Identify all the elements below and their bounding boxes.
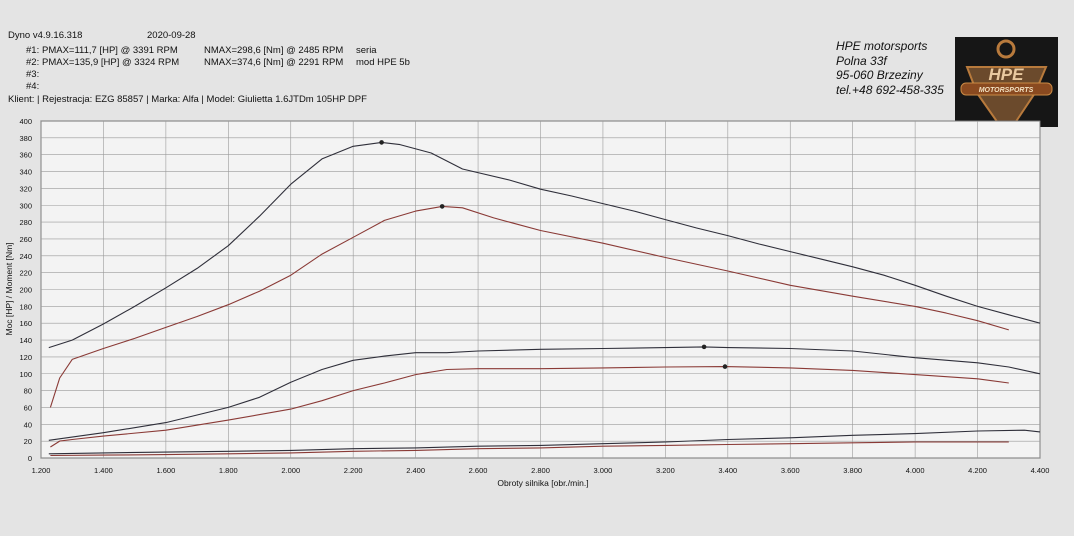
max-marker [701, 344, 707, 350]
x-tick-label: 3.800 [843, 466, 862, 475]
y-tick-label: 80 [24, 387, 32, 396]
max-marker [379, 140, 384, 145]
y-tick-label: 280 [19, 218, 32, 227]
x-tick-label: 2.600 [469, 466, 488, 475]
x-ticks: 1.200 1.400 1.600 1.800 2.000 2.200 2.400 2.600… [32, 466, 1050, 475]
y-tick-label: 400 [19, 117, 32, 126]
y-tick-label: 180 [19, 302, 32, 311]
y-tick-label: 340 [19, 168, 32, 177]
y-ticks: 0 20 40 60 80 100 120 140 160 180 200 220 240 260 280 3… [19, 117, 32, 463]
company-logo: HPE MOTORSPORTS [955, 37, 1058, 127]
chart-markers [379, 140, 728, 369]
x-tick-label: 2.200 [344, 466, 363, 475]
x-tick-label: 2.400 [406, 466, 425, 475]
x-tick-label: 4.200 [968, 466, 987, 475]
y-tick-label: 20 [24, 437, 32, 446]
y-tick-label: 40 [24, 420, 32, 429]
run-2-name: mod HPE 5b [356, 57, 410, 68]
x-tick-label: 4.000 [906, 466, 925, 475]
run-3-label: #3: [26, 69, 40, 80]
run-1-nmax: NMAX=298,6 [Nm] @ 2485 RPM [204, 45, 344, 56]
y-tick-label: 100 [19, 370, 32, 379]
y-tick-label: 200 [19, 286, 32, 295]
x-tick-label: 1.200 [32, 466, 51, 475]
y-tick-label: 240 [19, 252, 32, 261]
y-tick-label: 120 [19, 353, 32, 362]
software-version: Dyno v4.9.16.318 [8, 30, 83, 41]
y-tick-label: 260 [19, 235, 32, 244]
logo-graphic: HPE MOTORSPORTS [960, 39, 1053, 124]
x-tick-label: 3.600 [781, 466, 800, 475]
run-2-pmax: PMAX=135,9 [HP] @ 3324 RPM [42, 57, 180, 68]
x-tick-label: 2.800 [531, 466, 550, 475]
logo-subtext: MOTORSPORTS [979, 87, 1034, 94]
company-name: HPE motorsports [836, 39, 928, 53]
run-1-name: seria [356, 45, 377, 56]
y-tick-label: 320 [19, 184, 32, 193]
test-date: 2020-09-28 [147, 30, 196, 41]
x-tick-label: 1.400 [94, 466, 113, 475]
company-info: HPE motorsports Polna 33f 95-060 Brzezin… [836, 39, 944, 97]
x-tick-label: 3.200 [656, 466, 675, 475]
x-tick-label: 2.000 [281, 466, 300, 475]
series-line-2 [48, 346, 1041, 441]
y-tick-label: 60 [24, 403, 32, 412]
y-tick-label: 160 [19, 319, 32, 328]
chart-grid [40, 120, 1041, 459]
run-2-label: #2: [26, 57, 40, 68]
run-4-label: #4: [26, 81, 40, 92]
company-street: Polna 33f [836, 53, 887, 68]
x-tick-label: 1.600 [156, 466, 175, 475]
y-tick-label: 220 [19, 269, 32, 278]
series-line-4 [48, 429, 1041, 455]
max-marker [722, 364, 728, 369]
series-line-1 [49, 205, 1009, 408]
client-info: Klient: | Rejestracja: EZG 85857 | Marka… [8, 94, 367, 105]
series-line-5 [50, 441, 1009, 457]
y-tick-label: 0 [28, 454, 32, 463]
y-tick-label: 140 [19, 336, 32, 345]
x-axis-label: Obroty silnika [obr./min.] [497, 478, 588, 488]
y-axis-label: Moc [HP] / Moment [Nm] [4, 242, 14, 335]
x-tick-label: 3.400 [718, 466, 737, 475]
chart-series [48, 141, 1041, 457]
company-city: 95-060 Brzeziny [836, 68, 923, 82]
run-2-nmax: NMAX=374,6 [Nm] @ 2291 RPM [204, 57, 344, 68]
y-tick-label: 300 [19, 201, 32, 210]
series-line-3 [50, 366, 1009, 448]
x-tick-label: 3.000 [594, 466, 613, 475]
y-tick-label: 360 [19, 151, 32, 160]
x-tick-label: 1.800 [219, 466, 238, 475]
logo-text: HPE [989, 65, 1025, 84]
series-line-0 [48, 141, 1041, 349]
y-tick-label: 380 [19, 134, 32, 143]
run-1-pmax: PMAX=111,7 [HP] @ 3391 RPM [42, 45, 178, 56]
max-marker [439, 204, 445, 209]
run-1-label: #1: [26, 45, 40, 56]
x-tick-label: 4.400 [1031, 466, 1050, 475]
company-phone: tel.+48 692-458-335 [836, 82, 944, 97]
